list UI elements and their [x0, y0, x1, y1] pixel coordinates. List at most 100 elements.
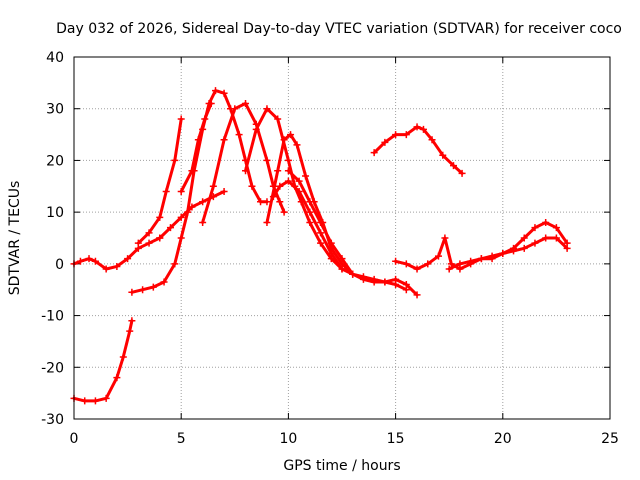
grid-lines [74, 57, 610, 419]
data-point [563, 244, 571, 252]
data-point [171, 260, 179, 268]
data-point [166, 224, 174, 232]
data-point [171, 156, 179, 164]
data-point [306, 198, 314, 206]
data-point [188, 203, 196, 211]
data-point [402, 281, 410, 289]
data-point [242, 100, 250, 108]
data-point [467, 257, 475, 265]
data-point [149, 283, 157, 291]
data-point [413, 291, 421, 299]
data-point [402, 131, 410, 139]
data-point [287, 131, 295, 139]
data-point [76, 257, 84, 265]
data-point [248, 182, 256, 190]
data-point [392, 257, 400, 265]
axis-ticks [73, 56, 611, 420]
data-point [257, 198, 265, 206]
data-point [81, 397, 89, 405]
data-point [134, 239, 142, 247]
data-point [381, 138, 389, 146]
series-track-2 [72, 236, 162, 271]
data-point [139, 286, 147, 294]
data-point [293, 141, 301, 149]
x-axis-label: GPS time / hours [283, 458, 400, 474]
data-point [128, 288, 136, 296]
data-point [434, 252, 442, 260]
data-point [235, 131, 243, 139]
data-point [160, 278, 168, 286]
data-point [392, 131, 400, 139]
data-point [177, 187, 185, 195]
data-point [201, 115, 209, 123]
data-point [284, 177, 292, 185]
data-point [113, 374, 121, 382]
data-point [263, 156, 271, 164]
data-point [209, 182, 217, 190]
data-point [199, 198, 207, 206]
x-tick-label: 25 [601, 431, 619, 447]
data-point [542, 234, 550, 242]
data-point [156, 213, 164, 221]
data-point [263, 105, 271, 113]
y-tick-label: 40 [46, 50, 64, 66]
data-point [242, 167, 250, 175]
data-point [128, 317, 136, 325]
data-point [145, 229, 153, 237]
data-point [441, 234, 449, 242]
data-point [207, 100, 215, 108]
y-tick-label: -20 [41, 360, 64, 376]
data-point [194, 136, 202, 144]
data-point [349, 270, 357, 278]
y-tick-label: 20 [46, 153, 64, 169]
x-tick-label: 20 [494, 431, 512, 447]
data-point [419, 125, 427, 133]
y-tick-labels: -30 -20 -10 0 10 20 30 40 [41, 50, 64, 428]
data-point [306, 218, 314, 226]
data-point [520, 234, 528, 242]
data-point [274, 115, 282, 123]
data-point [499, 250, 507, 258]
x-tick-label: 5 [177, 431, 186, 447]
data-point [126, 327, 134, 335]
data-point [177, 234, 185, 242]
data-point [91, 257, 99, 265]
data-point [477, 255, 485, 263]
data-point [212, 87, 220, 95]
data-point [531, 239, 539, 247]
data-point [317, 218, 325, 226]
data-point [102, 265, 110, 273]
data-point [280, 136, 288, 144]
data-point [280, 208, 288, 216]
data-point [510, 247, 518, 255]
data-point [447, 260, 455, 268]
data-point [284, 156, 292, 164]
data-point [85, 255, 93, 263]
series-track-14 [179, 102, 213, 193]
data-point [488, 252, 496, 260]
data-point [113, 262, 121, 270]
series-track-3 [130, 89, 269, 294]
data-point [269, 193, 277, 201]
data-point [302, 172, 310, 180]
data-point [338, 265, 346, 273]
data-point [263, 218, 271, 226]
data-point [458, 169, 466, 177]
data-point [449, 162, 457, 170]
data-point [102, 394, 110, 402]
data-point [317, 239, 325, 247]
data-series-group [70, 87, 571, 405]
series-track-7 [271, 179, 408, 292]
data-point [177, 213, 185, 221]
y-tick-label: 30 [46, 102, 64, 118]
data-point [199, 218, 207, 226]
data-point [552, 234, 560, 242]
data-point [276, 198, 284, 206]
data-point [162, 187, 170, 195]
data-point [284, 167, 292, 175]
x-tick-label: 10 [279, 431, 297, 447]
series-track-12 [158, 190, 226, 240]
data-point [327, 239, 335, 247]
data-point [392, 275, 400, 283]
data-point [338, 255, 346, 263]
